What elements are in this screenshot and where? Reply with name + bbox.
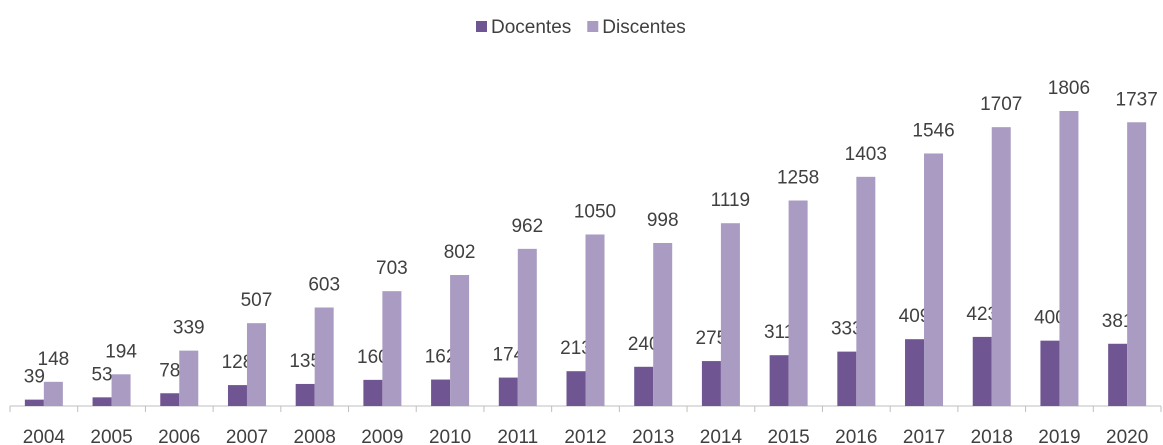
data-label: 174: [492, 345, 524, 366]
data-label: 603: [308, 275, 340, 296]
legend-swatch: [587, 21, 599, 32]
bar: [1127, 122, 1147, 407]
bar: [160, 393, 180, 406]
bar: [246, 323, 266, 406]
data-label: 128: [222, 352, 254, 373]
data-label: 1737: [1116, 89, 1158, 110]
data-label: 339: [173, 318, 205, 339]
x-tick-label: 2014: [700, 427, 743, 445]
x-tick-label: 2020: [1106, 427, 1148, 445]
bar: [43, 381, 63, 406]
bar: [517, 248, 537, 406]
bar: [769, 355, 789, 406]
data-label: 240: [628, 334, 660, 355]
x-tick-label: 2013: [632, 427, 674, 445]
x-tick-label: 2018: [971, 427, 1013, 445]
bar: [905, 339, 925, 406]
x-tick-label: 2005: [90, 427, 132, 445]
data-label: 333: [831, 319, 863, 340]
bar: [653, 242, 673, 406]
data-label: 962: [511, 216, 543, 237]
data-label: 998: [647, 210, 679, 231]
bar: [1108, 343, 1128, 406]
bar: [585, 234, 605, 406]
bar: [1040, 340, 1060, 406]
x-tick-label: 2012: [564, 427, 606, 445]
bar: [24, 399, 44, 406]
bar: [382, 291, 402, 406]
bar: [788, 200, 808, 406]
x-tick-label: 2008: [294, 427, 336, 445]
data-label: 162: [425, 347, 457, 368]
x-tick-label: 2006: [158, 427, 200, 445]
bar: [991, 127, 1011, 407]
bar: [856, 176, 876, 406]
data-label: 1403: [845, 144, 887, 165]
bar: [720, 223, 740, 406]
data-label: 194: [105, 341, 137, 362]
data-label: 802: [444, 242, 476, 263]
data-label: 1806: [1048, 78, 1090, 99]
bar: [431, 379, 451, 406]
bar: [92, 397, 112, 406]
data-label: 400: [1034, 308, 1066, 329]
bar: [111, 374, 131, 406]
data-label: 160: [357, 347, 389, 368]
data-label: 423: [966, 304, 998, 325]
data-label: 409: [899, 306, 931, 327]
data-label: 148: [38, 349, 70, 370]
bar: [450, 274, 470, 406]
data-label: 213: [560, 338, 592, 359]
data-label: 311: [764, 322, 794, 343]
x-tick-label: 2004: [23, 427, 66, 445]
x-tick-label: 2016: [835, 427, 877, 445]
bar: [179, 350, 199, 406]
data-label: 1119: [711, 190, 750, 211]
bar: [295, 383, 315, 406]
bar: [498, 377, 518, 406]
bar: [837, 351, 857, 406]
data-label: 53: [91, 364, 112, 385]
x-tick-label: 2011: [497, 427, 538, 445]
data-label: 275: [696, 328, 728, 349]
data-label: 78: [159, 360, 180, 381]
bar: [701, 361, 721, 406]
x-tick-label: 2015: [767, 427, 809, 445]
x-tick-label: 2010: [429, 427, 471, 445]
bar: [1059, 111, 1079, 406]
data-label: 135: [289, 351, 321, 372]
x-tick-label: 2007: [226, 427, 268, 445]
bar: [566, 371, 586, 406]
bar: [972, 336, 992, 406]
x-tick-label: 2017: [903, 427, 945, 445]
x-tick-label: 2019: [1038, 427, 1080, 445]
bar: [227, 385, 247, 406]
data-label: 1707: [980, 94, 1022, 115]
data-label: 703: [376, 258, 408, 279]
bar: [924, 153, 944, 406]
data-label: 1546: [912, 120, 954, 141]
bar: [314, 307, 334, 406]
data-label: 1050: [574, 202, 616, 223]
bar: [363, 379, 383, 406]
x-tick-label: 2009: [361, 427, 403, 445]
data-label: 39: [24, 367, 45, 388]
legend-swatch: [476, 21, 487, 32]
data-label: 1258: [777, 168, 819, 189]
data-label: 381: [1102, 311, 1134, 332]
bar: [634, 366, 654, 406]
legend-label: Discentes: [602, 17, 685, 38]
data-label: 507: [241, 290, 273, 311]
legend-label: Docentes: [491, 17, 571, 38]
